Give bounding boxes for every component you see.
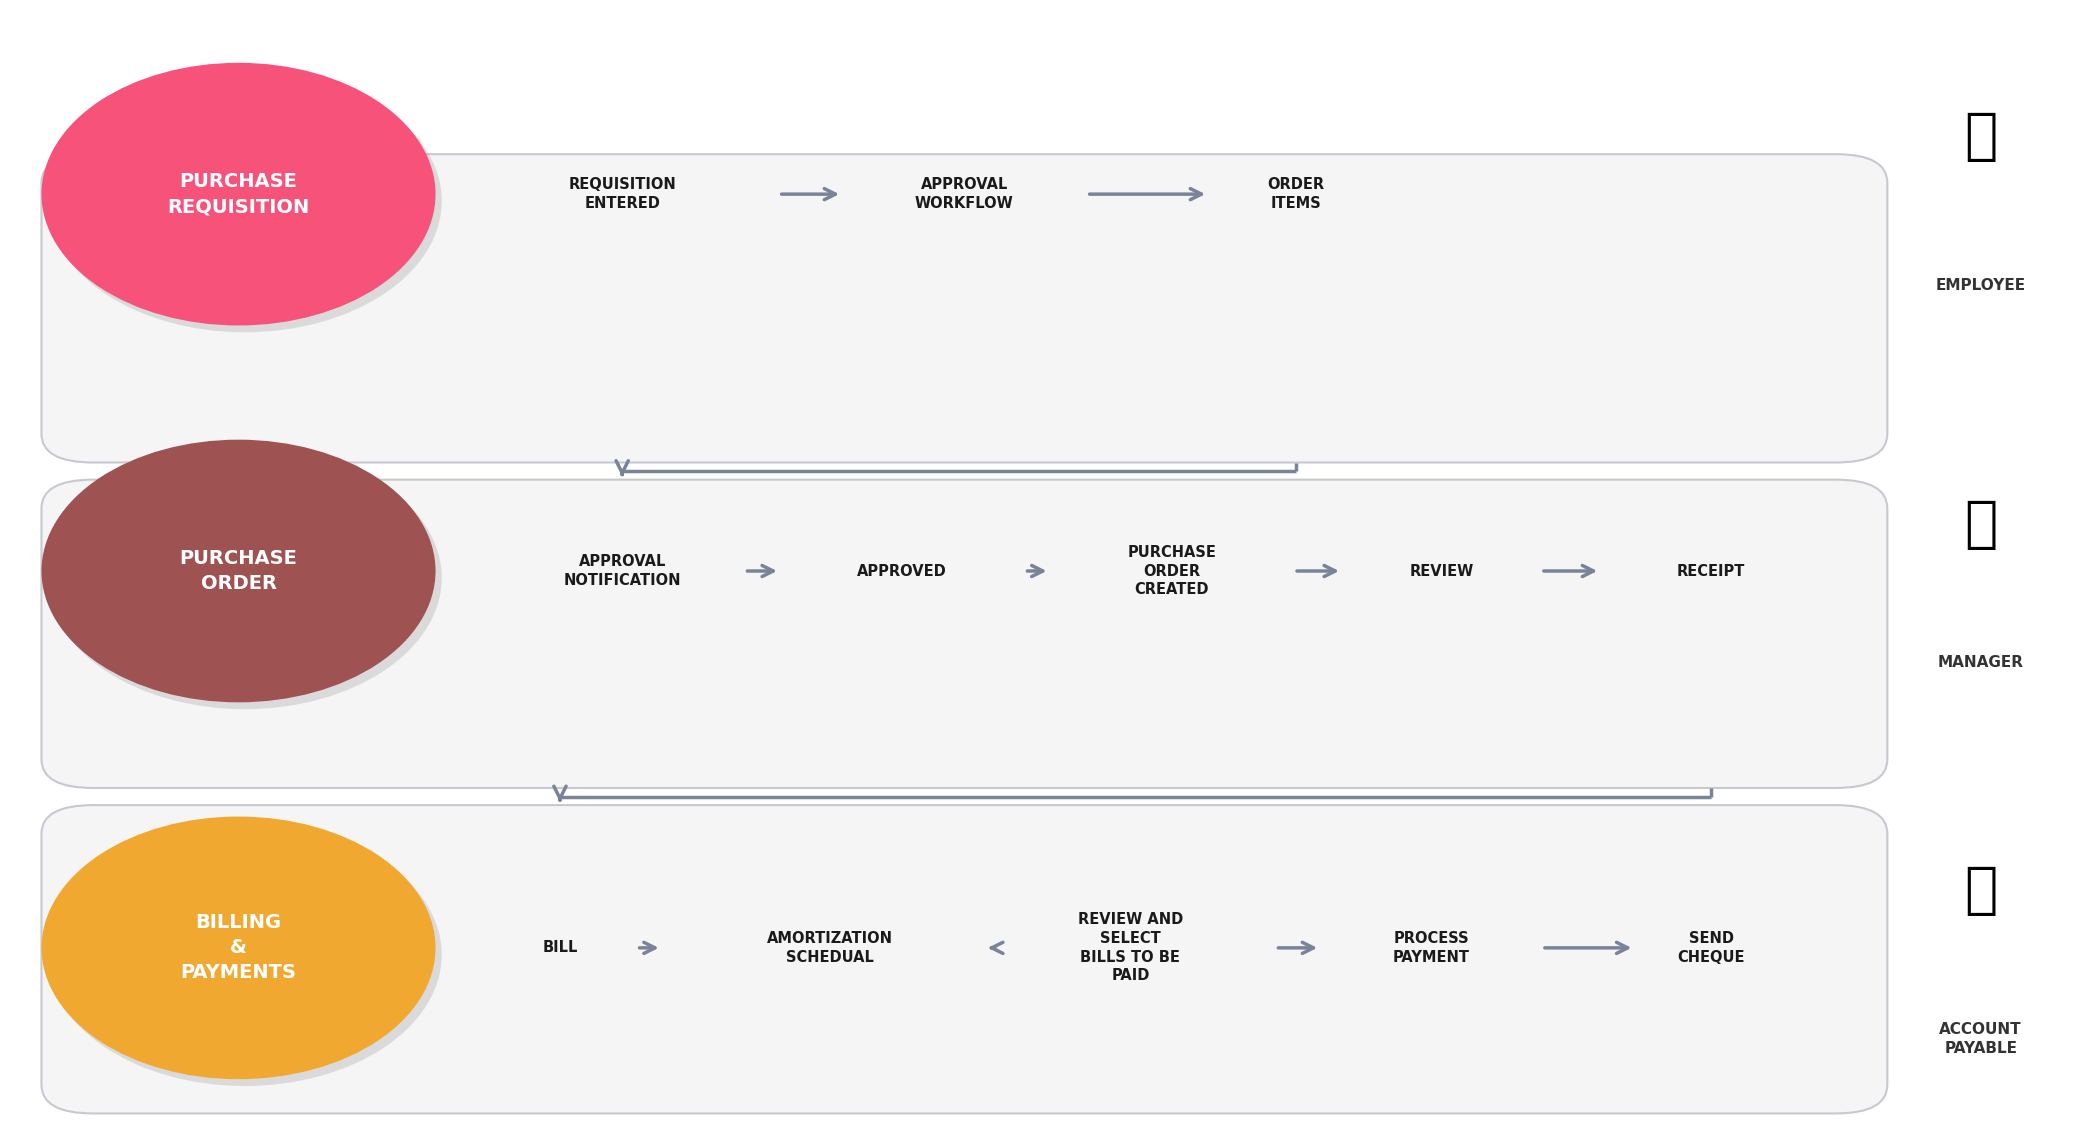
Text: EMPLOYEE: EMPLOYEE bbox=[1935, 278, 2026, 293]
Text: REVIEW AND
SELECT
BILLS TO BE
PAID: REVIEW AND SELECT BILLS TO BE PAID bbox=[1078, 912, 1182, 983]
Text: REQUISITION
ENTERED: REQUISITION ENTERED bbox=[568, 177, 676, 211]
Text: RECEIPT: RECEIPT bbox=[1678, 563, 1744, 579]
Text: BILL: BILL bbox=[541, 940, 579, 956]
Ellipse shape bbox=[48, 447, 442, 709]
Text: PURCHASE
ORDER
CREATED: PURCHASE ORDER CREATED bbox=[1128, 545, 1215, 597]
Text: APPROVAL
WORKFLOW: APPROVAL WORKFLOW bbox=[915, 177, 1014, 211]
Text: 👤: 👤 bbox=[1964, 498, 1997, 553]
Text: SEND
CHEQUE: SEND CHEQUE bbox=[1678, 931, 1744, 965]
Ellipse shape bbox=[48, 70, 442, 332]
Text: ACCOUNT
PAYABLE: ACCOUNT PAYABLE bbox=[1939, 1022, 2022, 1056]
Ellipse shape bbox=[41, 817, 436, 1079]
Text: MANAGER: MANAGER bbox=[1937, 654, 2024, 670]
Text: 🖩: 🖩 bbox=[1964, 863, 1997, 918]
Text: PROCESS
PAYMENT: PROCESS PAYMENT bbox=[1392, 931, 1470, 965]
Text: APPROVAL
NOTIFICATION: APPROVAL NOTIFICATION bbox=[564, 554, 680, 588]
Text: ORDER
ITEMS: ORDER ITEMS bbox=[1267, 177, 1325, 211]
FancyBboxPatch shape bbox=[41, 480, 1887, 788]
Ellipse shape bbox=[41, 440, 436, 702]
Text: REVIEW: REVIEW bbox=[1410, 563, 1473, 579]
Text: PURCHASE
ORDER: PURCHASE ORDER bbox=[180, 549, 297, 593]
FancyBboxPatch shape bbox=[41, 805, 1887, 1113]
Ellipse shape bbox=[48, 823, 442, 1086]
FancyBboxPatch shape bbox=[41, 154, 1887, 463]
Ellipse shape bbox=[41, 63, 436, 325]
Text: AMORTIZATION
SCHEDUAL: AMORTIZATION SCHEDUAL bbox=[767, 931, 892, 965]
Text: BILLING
&
PAYMENTS: BILLING & PAYMENTS bbox=[180, 914, 297, 982]
Text: PURCHASE
REQUISITION: PURCHASE REQUISITION bbox=[168, 172, 309, 216]
Text: APPROVED: APPROVED bbox=[857, 563, 948, 579]
Text: 👥: 👥 bbox=[1964, 110, 1997, 164]
